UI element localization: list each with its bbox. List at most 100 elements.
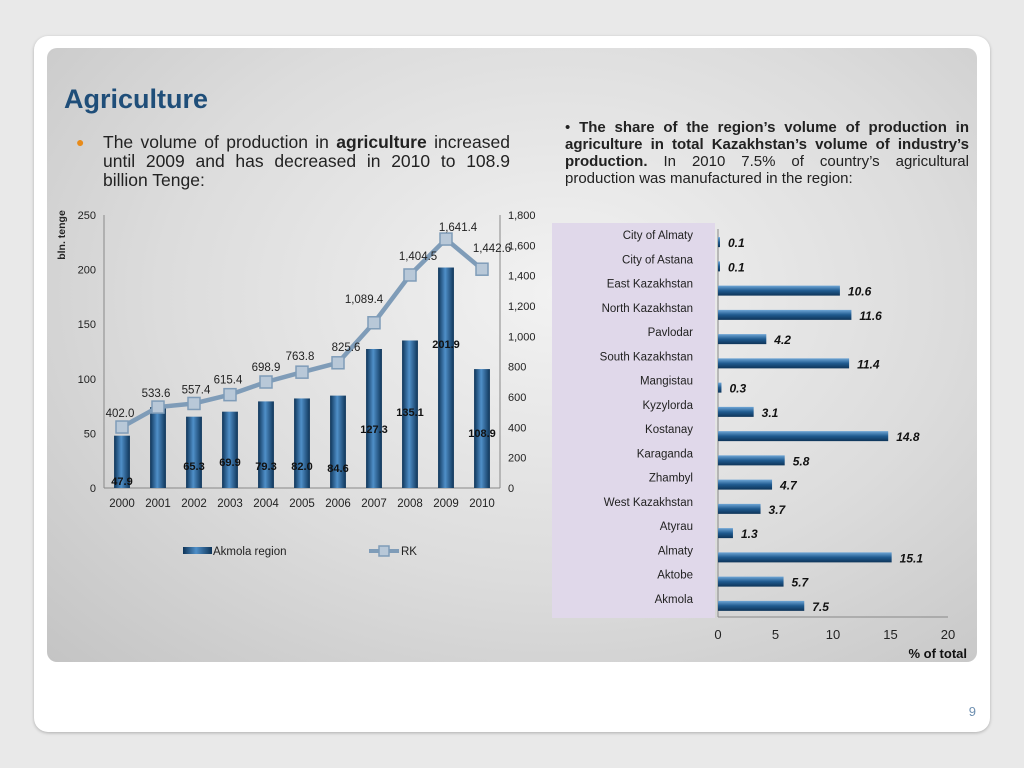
right-bullet: • — [565, 119, 571, 136]
hbar-x-tick-label: 15 — [883, 627, 897, 642]
rk-point — [223, 387, 237, 402]
category-label-panel — [552, 223, 715, 618]
left-y-tick-label: 50 — [84, 428, 96, 440]
region-bar — [718, 237, 720, 248]
rk-point-label: 698.9 — [252, 362, 281, 374]
rk-point-label: 1,641.4 — [439, 222, 478, 234]
akmola-bar-label: 201.9 — [432, 339, 460, 351]
akmola-bar-label: 47.9 — [111, 476, 132, 488]
right-text-bold: The share of the region’s volume of prod… — [565, 119, 969, 170]
region-value-label: 5.8 — [793, 454, 810, 468]
region-bar — [718, 334, 767, 345]
right-y-tick-label: 1,800 — [508, 210, 536, 222]
right-y-tick-label: 1,200 — [508, 301, 536, 313]
region-bar — [718, 600, 805, 611]
rk-point-label: 533.6 — [142, 388, 171, 400]
rk-point — [439, 232, 453, 246]
left-y-tick-label: 250 — [78, 210, 96, 222]
region-value-label: 14.8 — [896, 430, 920, 444]
region-label: Pavlodar — [648, 327, 694, 339]
legend-rk-label: RK — [401, 546, 417, 558]
rk-point-label: 402.0 — [106, 408, 135, 420]
rk-point-label: 615.4 — [214, 375, 243, 387]
region-value-label: 0.1 — [728, 260, 745, 274]
region-value-label: 4.2 — [773, 333, 791, 347]
right-y-tick-label: 400 — [508, 422, 526, 434]
hbar-x-tick-label: 0 — [714, 627, 721, 642]
akmola-bar-label: 135.1 — [396, 407, 424, 419]
rk-point — [151, 400, 165, 414]
left-paragraph-text: The volume of production in agriculture … — [76, 133, 510, 190]
left-y-tick-label: 150 — [78, 319, 96, 331]
region-value-label: 11.6 — [859, 309, 882, 323]
hbar-x-tick-label: 20 — [941, 627, 955, 642]
bullet-dot-icon: ● — [76, 134, 85, 150]
x-tick-label: 2007 — [361, 498, 387, 510]
x-tick-label: 2008 — [397, 498, 423, 510]
hbar-x-axis-title: % of total — [909, 646, 968, 661]
left-text-rest: increased until 2009 and has decreased i… — [103, 132, 510, 190]
region-label: South Kazakhstan — [600, 351, 693, 363]
akmola-bar-label: 82.0 — [291, 461, 312, 473]
akmola-bar — [258, 401, 274, 488]
legend-rk-marker — [378, 545, 390, 557]
region-value-label: 7.5 — [812, 600, 829, 614]
rk-point — [403, 268, 417, 282]
region-label: North Kazakhstan — [602, 303, 693, 315]
left-paragraph: ● The volume of production in agricultur… — [76, 133, 510, 190]
region-label: Mangistau — [640, 376, 693, 388]
region-label: City of Almaty — [623, 230, 694, 242]
akmola-bar-label: 79.3 — [255, 461, 276, 473]
region-bar — [718, 455, 785, 466]
akmola-bar — [222, 411, 238, 488]
rk-point — [331, 356, 345, 370]
akmola-bar — [150, 407, 166, 488]
y-axis-title: bln. tenge — [56, 210, 68, 260]
region-bar — [718, 479, 773, 490]
right-y-tick-label: 0 — [508, 483, 514, 495]
right-y-tick-label: 1,400 — [508, 271, 536, 283]
x-tick-label: 2006 — [325, 498, 351, 510]
hbar-x-tick-label: 5 — [772, 627, 779, 642]
x-tick-label: 2001 — [145, 498, 171, 510]
legend-akmola-swatch — [183, 547, 212, 554]
region-label: Karaganda — [637, 448, 694, 460]
region-label: East Kazakhstan — [607, 279, 693, 291]
right-y-tick-label: 600 — [508, 392, 526, 404]
slide-title: Agriculture — [64, 84, 209, 114]
rk-point — [295, 365, 309, 379]
left-y-tick-label: 0 — [90, 483, 96, 495]
x-tick-label: 2000 — [109, 498, 135, 510]
page-number: 9 — [968, 704, 976, 719]
akmola-bar — [366, 348, 382, 488]
hbar-x-tick-label: 10 — [826, 627, 840, 642]
left-text-lead: The volume of production in — [103, 132, 329, 152]
region-bar — [718, 382, 722, 393]
left-y-tick-label: 100 — [78, 374, 96, 386]
rk-point-label: 1,089.4 — [345, 294, 384, 306]
akmola-bar-label: 65.3 — [183, 461, 204, 473]
rk-point-label: 1,442.6 — [473, 243, 511, 255]
akmola-bar — [114, 435, 130, 488]
left-text-bold: agriculture — [336, 132, 427, 152]
region-bar — [718, 406, 754, 417]
rk-point-label: 1,404.5 — [399, 251, 437, 263]
region-label: West Kazakhstan — [604, 497, 693, 509]
region-label: City of Astana — [622, 254, 694, 266]
rk-point — [187, 396, 201, 411]
rk-point — [475, 262, 489, 276]
region-bar — [718, 261, 720, 272]
region-value-label: 3.1 — [762, 406, 779, 420]
region-bar — [718, 309, 852, 320]
rk-point — [259, 375, 273, 389]
region-bar — [718, 503, 761, 514]
right-text-rest: In 2010 7.5% of country’s agricultural p… — [565, 153, 969, 187]
akmola-bar — [402, 340, 418, 488]
region-label: Atyrau — [660, 521, 693, 533]
region-bar — [718, 528, 733, 539]
region-label: Aktobe — [657, 570, 693, 582]
region-value-label: 5.7 — [792, 576, 810, 590]
akmola-bar-label: 127.3 — [360, 424, 388, 436]
x-tick-label: 2010 — [469, 498, 495, 510]
